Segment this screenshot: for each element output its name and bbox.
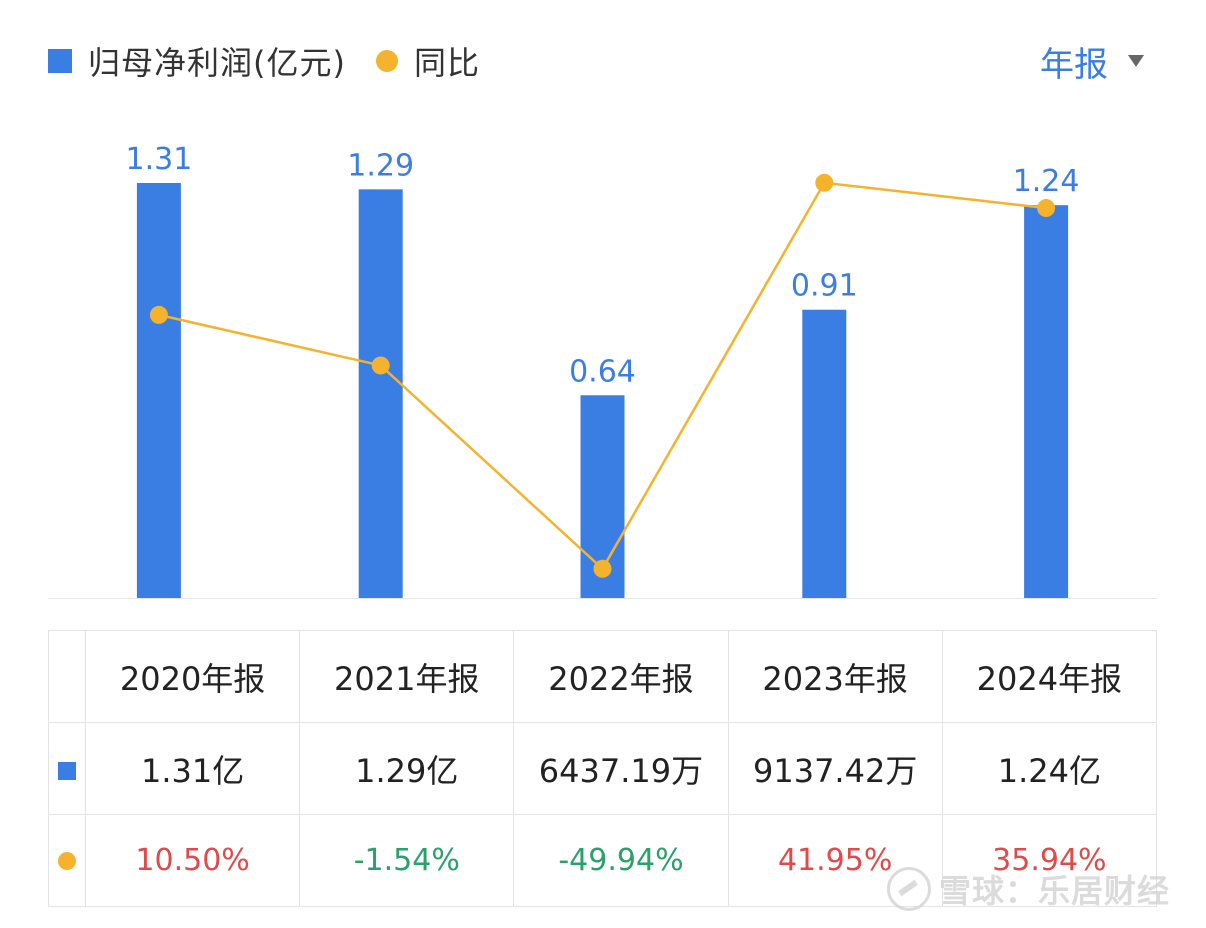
- yoy-point: [149, 305, 168, 324]
- yoy-point: [1037, 199, 1056, 218]
- bar-value-label: 0.64: [569, 354, 636, 389]
- table-cell-yoy: -1.54%: [299, 814, 515, 907]
- table-header-cell: 2024年报: [941, 630, 1158, 723]
- chart-area: 1.31 1.29 0.64 0.91 1.24: [48, 142, 1157, 599]
- data-table: 2020年报 2021年报 2022年报 2023年报 2024年报 1.31亿…: [48, 630, 1158, 907]
- yoy-point: [593, 559, 612, 578]
- bar-value-label: 1.31: [126, 142, 193, 177]
- table-cell-profit: 1.29亿: [299, 722, 515, 815]
- legend-item-profit[interactable]: 归母净利润(亿元): [48, 38, 346, 84]
- chart-legend: 归母净利润(亿元) 同比: [48, 38, 510, 84]
- bar: [802, 309, 847, 598]
- watermark-text: 雪球：乐居财经: [938, 872, 1170, 910]
- bar: [358, 189, 403, 598]
- legend-profit-label: 归母净利润(亿元): [88, 44, 346, 82]
- row-marker-cell: [48, 814, 86, 907]
- bar-value-label: 1.29: [347, 148, 414, 183]
- table-header-cell: 2020年报: [84, 630, 301, 723]
- table-cell-yoy: 35.94%: [941, 814, 1158, 907]
- table-cell-profit: 9137.42万: [727, 722, 943, 815]
- legend-item-yoy[interactable]: 同比: [375, 38, 480, 84]
- table-cell-profit: 1.24亿: [941, 722, 1158, 815]
- table-cell-profit: 6437.19万: [513, 722, 729, 815]
- bar-value-label: 1.24: [1013, 164, 1080, 199]
- table-cell-yoy: -49.94%: [513, 814, 729, 907]
- table-header-cell: 2023年报: [727, 630, 943, 723]
- yoy-point: [815, 173, 834, 192]
- table-row-yoy: 10.50% -1.54% -49.94% 41.95% 35.94%: [48, 814, 1158, 907]
- table-header-row: 2020年报 2021年报 2022年报 2023年报 2024年报: [48, 630, 1158, 723]
- watermark: 雪球：乐居财经: [886, 866, 1170, 912]
- square-marker-icon: [58, 761, 76, 780]
- period-select-label: 年报: [1040, 44, 1108, 85]
- bar: [1024, 205, 1069, 598]
- table-row-profit: 1.31亿 1.29亿 6437.19万 9137.42万 1.24亿: [48, 722, 1158, 815]
- yoy-point: [371, 356, 390, 375]
- legend-dot-icon: [375, 50, 398, 72]
- legend-square-icon: [48, 49, 72, 73]
- legend-yoy-label: 同比: [413, 44, 480, 82]
- table-cell-profit: 1.31亿: [84, 722, 301, 815]
- period-select[interactable]: 年报: [1040, 38, 1144, 85]
- bar: [136, 183, 181, 598]
- table-cell-yoy: 10.50%: [84, 814, 301, 907]
- table-header-cell: 2021年报: [299, 630, 515, 723]
- snowball-logo-icon: [886, 867, 931, 911]
- bar-value-label: 0.91: [791, 269, 858, 304]
- row-marker-cell: [48, 722, 86, 815]
- dot-marker-icon: [58, 852, 76, 870]
- table-header-cell: 2022年报: [513, 630, 729, 723]
- chevron-down-icon: [1128, 55, 1144, 67]
- table-corner-cell: [48, 630, 86, 723]
